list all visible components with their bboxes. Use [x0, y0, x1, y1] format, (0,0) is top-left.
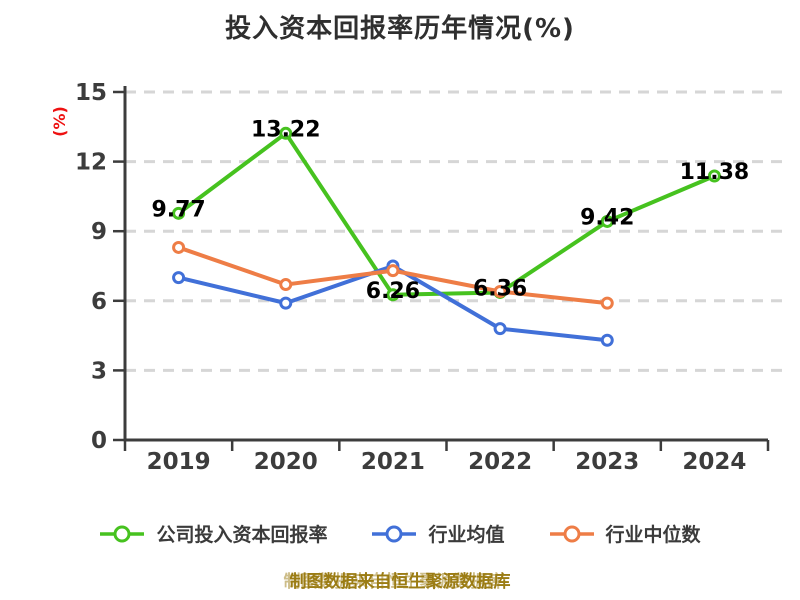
data-point-s1-4 [600, 333, 614, 347]
data-point-s0-5 [707, 169, 721, 183]
chart-title: 投入资本回报率历年情况(%) [225, 14, 575, 44]
data-point-s2-0 [172, 240, 186, 254]
data-point-s0-0 [172, 206, 186, 220]
y-tick-label-15: 15 [75, 80, 107, 106]
data-point-s0-2 [386, 288, 400, 302]
legend-item-1: 行业均值 [371, 520, 505, 547]
y-tick-label-9: 9 [91, 219, 107, 245]
series-line-0 [176, 131, 717, 297]
data-label-s0-5: 11.38 [680, 160, 750, 185]
data-point-s2-2 [386, 264, 400, 278]
data-label-s0-4: 9.42 [580, 205, 634, 230]
x-tick-label-2022: 2022 [468, 449, 532, 475]
data-point-s2-4 [600, 296, 614, 310]
legend-marker-icon [549, 525, 594, 542]
legend-label-2: 行业中位数 [605, 524, 701, 546]
x-tick-label-2021: 2021 [361, 449, 425, 475]
data-label-s0-0: 9.77 [151, 197, 205, 222]
legend-marker-icon [372, 525, 417, 542]
y-tick-label-0: 0 [91, 428, 107, 454]
data-point-s2-1 [279, 278, 293, 292]
legend-marker-icon [100, 525, 145, 542]
data-point-s1-3 [493, 322, 507, 336]
y-tick-label-6: 6 [91, 289, 107, 315]
legend-item-2: 行业中位数 [549, 520, 701, 547]
data-point-s1-0 [172, 271, 186, 285]
data-point-s1-1 [279, 296, 293, 310]
x-tick-label-2024: 2024 [682, 449, 746, 475]
legend-label-1: 行业均值 [428, 524, 505, 546]
data-label-s0-3: 6.36 [473, 276, 527, 301]
y-tick-label-3: 3 [91, 358, 107, 384]
data-source-note: 制图数据来自恒生聚源数据库 [289, 572, 511, 592]
legend-item-0: 公司投入资本回报率 [99, 520, 327, 547]
y-tick-label-12: 12 [75, 150, 107, 176]
data-label-s0-2: 6.26 [366, 279, 420, 304]
legend-label-0: 公司投入资本回报率 [156, 524, 328, 546]
data-point-s0-4 [600, 214, 614, 228]
data-point-s2-3 [493, 285, 507, 299]
legend: 公司投入资本回报率 行业均值 行业中位数 [0, 520, 800, 547]
line-plot-area: 0 3 6 9 12 15 2019 2020 2021 2022 2023 2024 9.77 13.2… [75, 80, 786, 475]
x-tick-label-2023: 2023 [575, 449, 639, 475]
x-tick-label-2019: 2019 [147, 449, 211, 475]
data-point-s0-1 [279, 126, 293, 140]
data-label-s0-1: 13.22 [251, 117, 321, 142]
x-tick-label-2020: 2020 [254, 449, 318, 475]
